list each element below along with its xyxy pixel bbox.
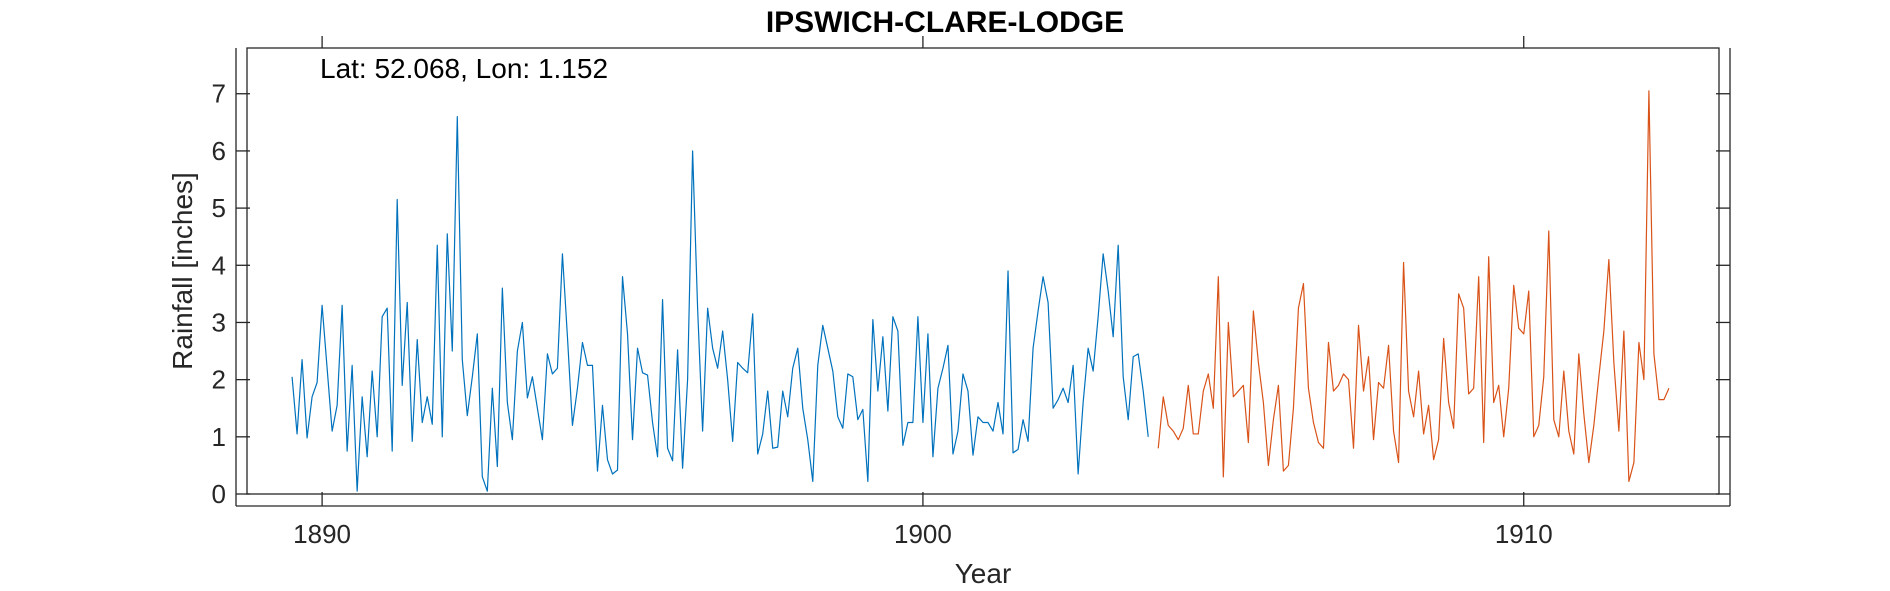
series-line-1 (291, 116, 1149, 492)
plot-area (247, 48, 1719, 494)
y-tick-label: 4 (212, 250, 226, 280)
y-tick-label: 5 (212, 193, 226, 223)
chart-title: IPSWICH-CLARE-LODGE (766, 6, 1124, 39)
series-line-2 (1157, 90, 1670, 483)
y-tick-label: 6 (212, 136, 226, 166)
plot-box (246, 47, 1720, 495)
y-tick-label: 3 (212, 307, 226, 337)
x-tick-label: 1900 (894, 519, 952, 549)
y-tick-label: 2 (212, 365, 226, 395)
x-tick-label: 1910 (1495, 519, 1553, 549)
x-tick-label: 1890 (293, 519, 351, 549)
y-tick-label: 0 (212, 479, 226, 509)
y-axis-label: Rainfall [inches] (167, 172, 198, 370)
x-axis-label: Year (955, 558, 1012, 589)
data-layer (291, 90, 1670, 492)
y-tick-label: 1 (212, 422, 226, 452)
axes-layer: 0 1 2 3 4 5 6 7 1890 1900 1910 (212, 36, 1731, 549)
location-annotation: Lat: 52.068, Lon: 1.152 (320, 53, 608, 84)
y-tick-label: 7 (212, 79, 226, 109)
